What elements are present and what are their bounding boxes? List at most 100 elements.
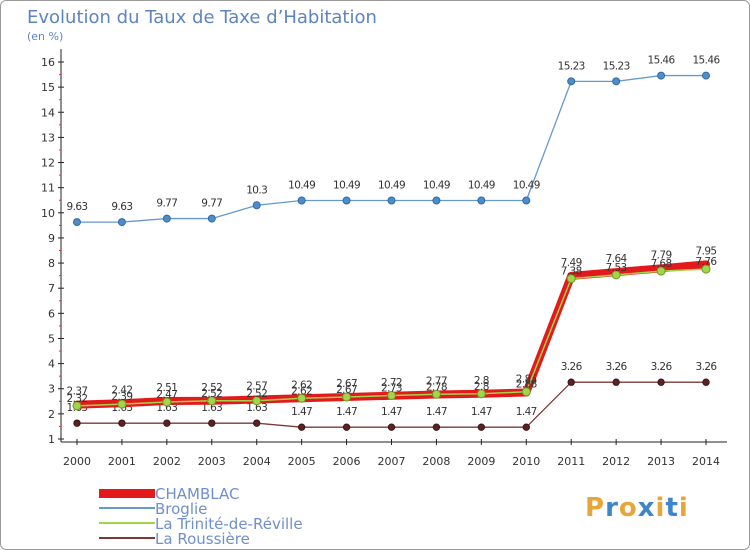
x-tick-label: 2005 [288, 455, 316, 468]
data-point [612, 378, 620, 386]
data-label: 9.77 [156, 198, 177, 210]
data-point [162, 397, 172, 407]
data-label: 2.88 [516, 379, 537, 391]
data-label: 10.49 [423, 179, 450, 191]
x-tick-label: 2009 [467, 455, 495, 468]
logo-letter: r [605, 493, 619, 523]
logo-letter: P [585, 493, 606, 523]
y-tick-label: 7 [48, 282, 55, 295]
logo-letter: o [618, 493, 638, 523]
y-tick-label: 10 [41, 207, 55, 220]
data-label: 2.62 [291, 379, 312, 391]
data-point [297, 393, 307, 403]
data-label: 2.73 [381, 383, 402, 395]
data-label: 1.47 [291, 406, 312, 418]
data-point [432, 423, 441, 431]
data-point [387, 196, 396, 205]
data-label: 9.77 [201, 198, 222, 210]
data-label: 2.62 [291, 385, 312, 397]
x-tick-label: 2011 [557, 455, 585, 468]
data-point [72, 401, 82, 411]
x-tick-label: 2007 [378, 455, 406, 468]
data-point [612, 77, 621, 86]
data-label: 3.26 [561, 361, 583, 373]
data-point [253, 419, 261, 427]
data-point [342, 392, 352, 402]
data-label: 2.52 [201, 388, 222, 400]
data-point [162, 214, 171, 223]
data-label: 2.37 [67, 386, 88, 398]
data-point [657, 378, 665, 386]
data-label: 2.52 [201, 382, 222, 394]
data-label: 10.49 [288, 179, 315, 191]
data-point [208, 419, 216, 427]
data-point [117, 399, 127, 409]
y-tick-label: 16 [41, 56, 55, 69]
legend-label-broglie: Broglie [155, 500, 208, 518]
logo-letter: i [655, 493, 666, 523]
data-point [701, 264, 711, 274]
data-point [476, 389, 486, 399]
y-tick-label: 5 [48, 332, 55, 345]
data-point [252, 396, 262, 406]
x-tick-label: 2014 [692, 455, 720, 468]
legend-label-chamblac: CHAMBLAC [155, 485, 240, 503]
legend-swatch-chamblac [99, 489, 155, 498]
data-point [702, 378, 710, 386]
y-tick-label: 9 [48, 232, 55, 245]
x-tick-label: 2010 [512, 455, 540, 468]
data-point [567, 378, 575, 386]
data-point [207, 214, 216, 223]
data-point [387, 391, 396, 401]
data-label: 15.46 [648, 55, 676, 67]
y-tick-label: 13 [41, 131, 55, 144]
data-label: 2.32 [67, 393, 88, 405]
data-label: 7.49 [561, 257, 582, 269]
data-label: 2.72 [381, 377, 402, 389]
data-point [431, 389, 441, 399]
y-tick-label: 3 [48, 383, 55, 396]
y-tick-label: 11 [41, 182, 55, 195]
data-point [702, 71, 710, 80]
data-label: 2.77 [426, 376, 447, 388]
data-label: 2.57 [246, 381, 267, 393]
data-point [522, 423, 530, 431]
data-point [342, 196, 351, 205]
data-label: 7.64 [606, 253, 628, 265]
data-point [477, 196, 486, 205]
logo-letter: t [665, 493, 679, 523]
data-point [117, 218, 126, 227]
data-point [252, 201, 261, 210]
data-point [387, 423, 396, 431]
chart-subtitle: (en %) [27, 30, 64, 43]
legend-label-la-trinite: La Trinité-de-Réville [155, 515, 303, 533]
data-label: 1.47 [516, 406, 537, 418]
x-tick-label: 2000 [63, 455, 91, 468]
data-label: 7.68 [651, 258, 672, 270]
data-point [163, 419, 171, 427]
data-label: 1.47 [426, 406, 447, 418]
data-label: 7.38 [561, 266, 582, 278]
data-label: 9.63 [111, 201, 132, 213]
y-tick-label: 12 [41, 157, 55, 170]
data-label: 2.39 [111, 391, 132, 403]
x-tick-label: 2001 [108, 455, 136, 468]
legend-swatch-la-roussiere [99, 537, 155, 539]
x-tick-label: 2008 [422, 455, 450, 468]
data-label: 2.8 [474, 375, 489, 387]
data-label: 10.49 [513, 179, 540, 191]
data-label: 1.63 [246, 402, 267, 414]
data-label: 10.49 [333, 179, 360, 191]
y-tick-label: 8 [48, 257, 55, 270]
data-label: 2.47 [156, 389, 177, 401]
data-label: 7.53 [606, 262, 627, 274]
x-tick-label: 2004 [243, 455, 271, 468]
data-label: 1.47 [381, 406, 402, 418]
y-tick-label: 1 [48, 433, 55, 446]
data-point [432, 196, 441, 205]
data-label: 15.23 [603, 60, 630, 72]
y-tick-label: 14 [41, 106, 55, 119]
data-label: 2.8 [474, 381, 489, 393]
data-label: 2.51 [156, 382, 177, 394]
